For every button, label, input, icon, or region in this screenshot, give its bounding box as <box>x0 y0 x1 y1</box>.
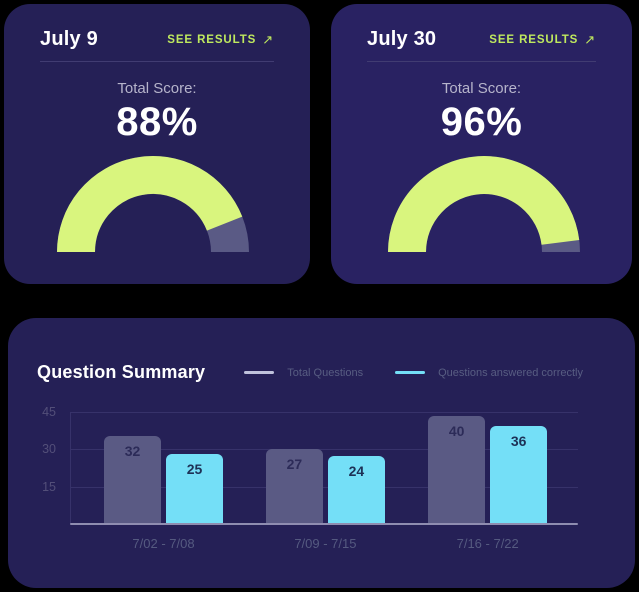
arrow-up-right-icon: ↗ <box>584 32 596 47</box>
legend-item-answered-correctly: Questions answered correctly <box>395 367 583 379</box>
bar-value-label: 27 <box>286 455 303 472</box>
y-tick-label: 15 <box>42 479 56 494</box>
gauge-chart <box>388 156 580 253</box>
bar-correct: 24 <box>327 456 385 524</box>
total-score-value: 96% <box>440 100 523 144</box>
chart-legend: Total Questions Questions answered corre… <box>244 367 583 379</box>
legend-label: Total Questions <box>287 366 364 379</box>
see-results-link[interactable]: SEE RESULTS ↗ <box>489 33 596 46</box>
bar-value-label: 36 <box>510 433 527 450</box>
bar-correct: 25 <box>166 453 223 524</box>
gridline <box>70 412 578 413</box>
question-summary-card: Question Summary Total Questions Questio… <box>8 318 635 588</box>
summary-header: Question Summary Total Questions Questio… <box>8 318 635 383</box>
bar-total: 27 <box>265 448 323 524</box>
x-category-label: 7/02 - 7/08 <box>132 536 195 551</box>
card-header: July 9 SEE RESULTS ↗ <box>4 4 310 51</box>
total-score-label: Total Score: <box>117 80 197 97</box>
gridline <box>70 449 578 451</box>
gauge-svg <box>388 156 580 253</box>
divider <box>40 61 274 62</box>
score-card-july-9: July 9 SEE RESULTS ↗ Total Score: 88% <box>4 4 310 284</box>
gridline <box>70 486 578 488</box>
bar-total: 40 <box>428 416 486 524</box>
x-category-label: 7/09 - 7/15 <box>294 536 357 551</box>
bar-correct: 36 <box>490 426 548 524</box>
summary-title: Question Summary <box>37 362 206 382</box>
bar-chart: 15 30 45 32 25 7/02 - 7/08 27 24 7/09 - 7/15 40 36… <box>8 394 635 584</box>
legend-item-total-questions: Total Questions <box>244 367 363 379</box>
total-score-label: Total Score: <box>441 80 522 97</box>
card-date: July 30 <box>367 28 437 50</box>
bar-value-label: 32 <box>124 443 141 460</box>
total-score-value: 88% <box>116 100 198 144</box>
see-results-link[interactable]: SEE RESULTS ↗ <box>167 33 274 46</box>
divider <box>367 61 596 62</box>
gauge-svg <box>57 156 249 253</box>
y-tick-label: 30 <box>42 442 56 457</box>
score-card-july-30: July 30 SEE RESULTS ↗ Total Score: 96% <box>331 4 632 284</box>
x-category-label: 7/16 - 7/22 <box>456 536 519 551</box>
legend-swatch <box>395 371 426 374</box>
bar-value-label: 24 <box>348 463 365 480</box>
see-results-label: SEE RESULTS <box>167 33 257 46</box>
bar-value-label: 25 <box>186 460 203 477</box>
x-axis-line <box>70 523 578 525</box>
y-tick-label: 45 <box>42 405 56 419</box>
bar-total: 32 <box>104 436 161 524</box>
card-date: July 9 <box>40 28 98 50</box>
see-results-label: SEE RESULTS <box>489 33 579 46</box>
legend-label: Questions answered correctly <box>438 366 583 379</box>
legend-swatch <box>244 371 275 374</box>
bar-value-label: 40 <box>448 423 465 440</box>
arrow-up-right-icon: ↗ <box>262 32 274 47</box>
y-axis-line <box>70 412 71 524</box>
gauge-chart <box>57 156 249 253</box>
card-header: July 30 SEE RESULTS ↗ <box>331 4 632 51</box>
